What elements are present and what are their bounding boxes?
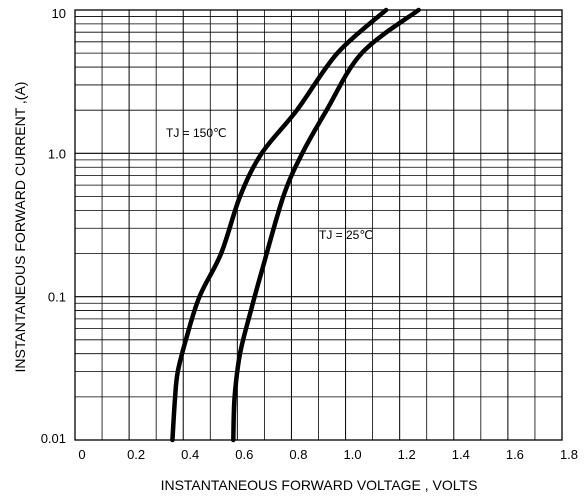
x-tick-label: 0.6	[235, 447, 253, 462]
y-axis-label: INSTANTANEOUS FORWARD CURRENT ,(A)	[12, 82, 28, 373]
y-tick-label: 0.1	[48, 290, 66, 305]
y-tick-labels: 0.01 0.1 1.0 10	[41, 6, 66, 446]
x-tick-label: 0.8	[289, 447, 307, 462]
plot-frame	[74, 9, 563, 441]
x-tick-label: 1.4	[452, 447, 470, 462]
series-label-tj-150: TJ = 150℃	[166, 126, 227, 140]
y-tick-label: 1.0	[48, 146, 66, 161]
series-line-tj-150	[170, 7, 389, 443]
series-curves	[170, 7, 421, 443]
x-tick-label: 0	[78, 447, 85, 462]
x-tick-labels: 0 0.2 0.4 0.6 0.8 1.0 1.2 1.4 1.6 1.8	[78, 447, 578, 462]
x-tick-label: 1.2	[398, 447, 416, 462]
x-tick-label: 1.8	[560, 447, 578, 462]
x-tick-label: 1.6	[506, 447, 524, 462]
series-label-tj-25: TJ = 25℃	[319, 228, 373, 242]
grid-lines	[75, 10, 562, 440]
y-tick-label: 10	[52, 6, 66, 21]
x-tick-label: 1.0	[344, 447, 362, 462]
x-axis-label: INSTANTANEOUS FORWARD VOLTAGE , VOLTS	[161, 477, 478, 493]
x-tick-label: 0.4	[181, 447, 199, 462]
y-tick-label: 0.01	[41, 431, 66, 446]
x-tick-label: 0.2	[127, 447, 145, 462]
series-line-tj-25	[231, 7, 421, 443]
